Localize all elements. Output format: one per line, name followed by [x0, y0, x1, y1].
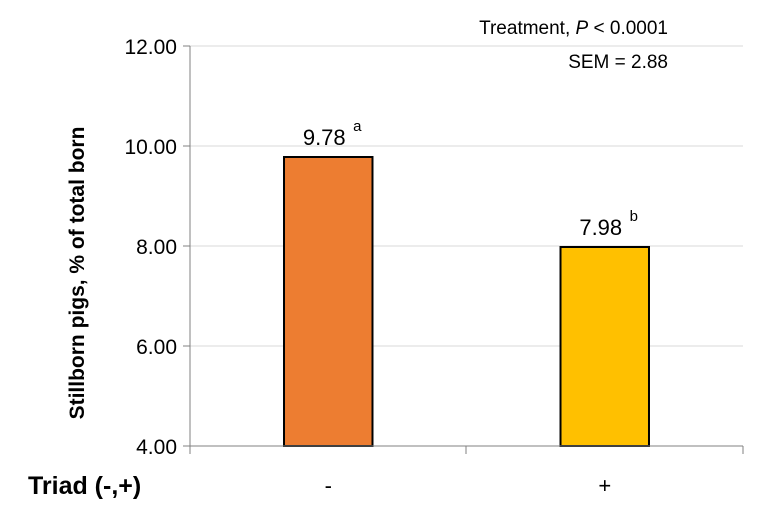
x-axis-title: Triad (-,+)	[28, 472, 141, 500]
x-tick-label: -	[325, 473, 332, 498]
annotation-p-italic: P	[576, 18, 589, 39]
data-label: 9.78	[303, 125, 346, 150]
annotation-prefix: Treatment,	[479, 18, 575, 39]
bar	[283, 156, 374, 447]
annotation-suffix: < 0.0001	[588, 18, 668, 39]
bars	[283, 156, 650, 447]
y-tick-labels: 4.00 6.00 8.00 10.00 12.00	[124, 36, 190, 459]
annotation-sem: SEM = 2.88	[568, 52, 668, 73]
gridlines	[190, 45, 743, 347]
x-tick-label: +	[598, 473, 611, 498]
y-tick-label: 12.00	[124, 36, 177, 59]
y-tick-label: 8.00	[136, 236, 177, 259]
data-labels: 9.78 a - 7.98 b +	[303, 118, 638, 498]
bar	[559, 246, 650, 447]
y-tick-label: 6.00	[136, 336, 177, 359]
annotation-treatment: Treatment, P < 0.0001	[479, 18, 668, 39]
y-tick-label: 10.00	[124, 136, 177, 159]
y-axis-title: Stillborn pigs, % of total born	[66, 127, 89, 420]
data-label: 7.98	[579, 215, 622, 240]
data-label-superscript: b	[630, 208, 638, 225]
axes	[189, 46, 744, 454]
data-label-superscript: a	[353, 118, 362, 135]
y-tick-label: 4.00	[136, 436, 177, 459]
